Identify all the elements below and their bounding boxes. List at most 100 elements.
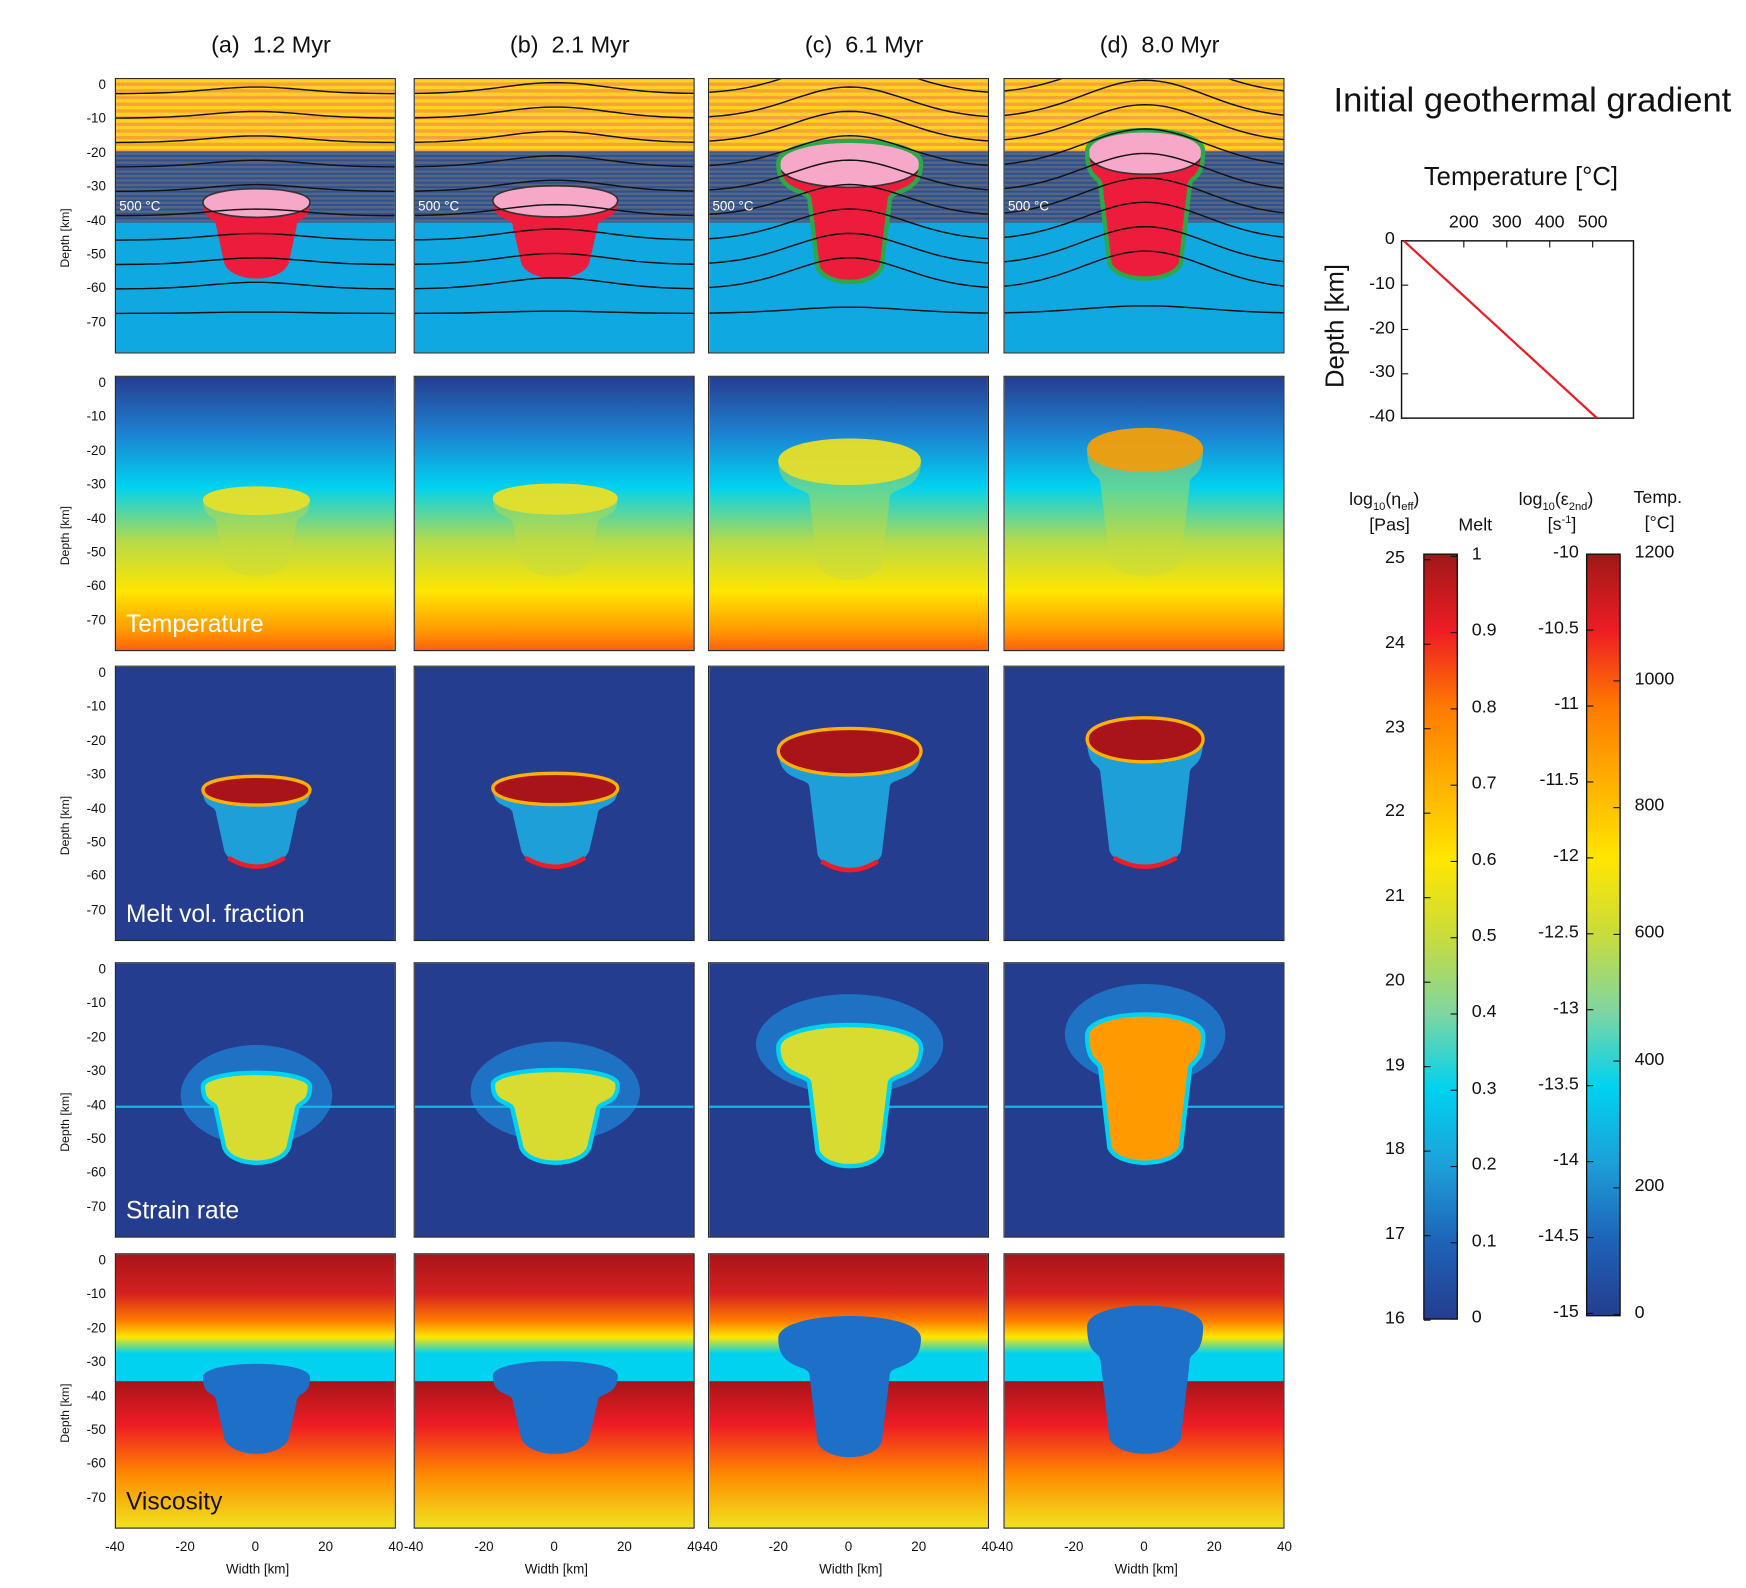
y-tick-label: -20	[1369, 318, 1395, 338]
title-part: )	[1587, 490, 1594, 510]
depth-tick-label: -60	[86, 280, 106, 296]
y-tick-label: -40	[1369, 406, 1395, 426]
viscosity-tick-label: 21	[1385, 886, 1405, 906]
title-subscript: 10	[1542, 500, 1555, 514]
depth-tick-label: -40	[86, 800, 106, 816]
viscosity-colorbar-title: log10(ηeff)	[1349, 491, 1419, 514]
panel-composition-d	[1003, 78, 1285, 354]
isotherm-line	[709, 183, 988, 216]
panel-temperature-a	[114, 375, 396, 652]
plot-frame	[1400, 240, 1635, 419]
depth-tick-label: -20	[86, 442, 106, 459]
panel-melt-fraction-c	[708, 665, 990, 942]
melt-tick-label: 0.3	[1471, 1079, 1497, 1099]
width-axis-label: Width [km]	[225, 1561, 290, 1577]
unit-superscript: -1	[1561, 514, 1572, 527]
depth-axis-label: Depth [km]	[59, 208, 73, 268]
depth-tick-label: -70	[86, 611, 106, 628]
isotherm-line	[1004, 152, 1284, 190]
isotherm-line	[1004, 225, 1284, 263]
melt-base	[524, 855, 587, 869]
depth-tick-label: -40	[86, 212, 106, 229]
isotherm-line	[414, 310, 694, 315]
upper-crust-layers	[115, 79, 395, 152]
low-viscosity-pluton	[1087, 1305, 1204, 1454]
width-tick-label: -20	[1064, 1538, 1084, 1555]
panel-melt-fraction-a	[114, 665, 396, 942]
depth-tick-label: -60	[86, 578, 106, 594]
isotherm-line	[414, 155, 694, 168]
title-part: log	[1518, 490, 1543, 510]
isotherm-line	[709, 232, 988, 264]
panel-melt-fraction-b	[413, 665, 695, 942]
strain-tick-label: -14.5	[1538, 1226, 1579, 1246]
strain-tick-label: -15	[1553, 1302, 1579, 1322]
depth-tick-label: -30	[86, 178, 106, 195]
isotherm-line	[115, 208, 395, 217]
strain-colorbar-title: log10(ε2nd)	[1519, 491, 1594, 514]
strain-colorbar-unit: [s-1]	[1548, 514, 1577, 536]
melt-tick-label: 0.7	[1471, 774, 1497, 793]
width-axis-label: Width [km]	[524, 1561, 588, 1577]
depth-tick-label: -30	[86, 1353, 106, 1370]
row-label: Strain rate	[125, 1196, 240, 1225]
isotherm-line	[115, 183, 395, 193]
temperature-tick-label: 200	[1634, 1176, 1665, 1196]
depth-tick-label: -50	[86, 1421, 106, 1438]
low-viscosity-pluton	[202, 1363, 310, 1454]
panel-temperature-b	[413, 375, 695, 652]
full-melt-head	[776, 726, 923, 777]
strain-pluton	[776, 1022, 924, 1169]
panel-strain-rate-b	[413, 962, 695, 1238]
column-title: (a) 1.2 Myr	[211, 32, 331, 58]
isotherm-line	[709, 86, 988, 118]
isotherm-line	[414, 106, 694, 119]
isotherm-line	[414, 252, 694, 265]
viscosity-tick-label: 20	[1385, 971, 1405, 990]
isotherm-line	[115, 135, 395, 144]
temperature-tick-label: 0	[1634, 1303, 1645, 1323]
strain-pluton	[200, 1070, 313, 1165]
panel-viscosity-c	[708, 1253, 990, 1529]
y-axis-label: Depth [km]	[1320, 264, 1350, 389]
y-tick-label: -10	[1369, 274, 1395, 293]
melt-base	[227, 855, 286, 869]
width-tick-label: -40	[105, 1538, 125, 1555]
isotherm-line	[414, 277, 694, 290]
panel-strain-rate-c	[708, 962, 990, 1238]
low-viscosity-pluton	[492, 1360, 618, 1454]
strain-tick-label: -12.5	[1538, 922, 1579, 942]
strain-tick-label: -11	[1554, 694, 1579, 714]
width-tick-label: -20	[175, 1538, 195, 1555]
temperature-tick-label: 800	[1634, 796, 1665, 816]
strain-tick-label: -12	[1553, 846, 1579, 866]
melt-tick-label: 0.5	[1471, 926, 1497, 946]
panel-temperature-c	[708, 375, 990, 652]
width-tick-label: 0	[1140, 1538, 1148, 1555]
panel-strain-rate-a	[114, 962, 396, 1238]
pluton-head	[491, 184, 619, 218]
depth-tick-label: -70	[86, 901, 106, 918]
melt-tick-label: 0.6	[1471, 850, 1497, 870]
panel-viscosity-b	[413, 1253, 695, 1529]
melt-base	[820, 859, 879, 873]
melt-tick-label: 0.8	[1471, 697, 1497, 717]
temperature-colorbar-unit: [°C]	[1644, 514, 1675, 533]
title-part: (ε	[1554, 490, 1569, 510]
depth-tick-label: -60	[86, 1164, 106, 1181]
strain-pluton	[1084, 1012, 1206, 1165]
isotherm-line	[414, 228, 694, 241]
width-tick-label: 20	[318, 1538, 334, 1555]
width-tick-label: 20	[1206, 1538, 1222, 1555]
row-label: Viscosity	[125, 1487, 223, 1516]
temperature-tick-label: 1200	[1634, 543, 1675, 562]
width-tick-label: 20	[911, 1538, 927, 1555]
x-tick-label: 500	[1577, 212, 1608, 232]
depth-tick-label: -30	[86, 1062, 106, 1079]
viscosity-tick-label: 16	[1385, 1309, 1405, 1328]
panel-temperature-d	[1003, 375, 1285, 652]
strain-temp-colorbar	[1585, 553, 1621, 1317]
viscosity-colorbar-unit: [Pas]	[1369, 516, 1410, 536]
melt-tick-label: 0	[1471, 1307, 1482, 1327]
